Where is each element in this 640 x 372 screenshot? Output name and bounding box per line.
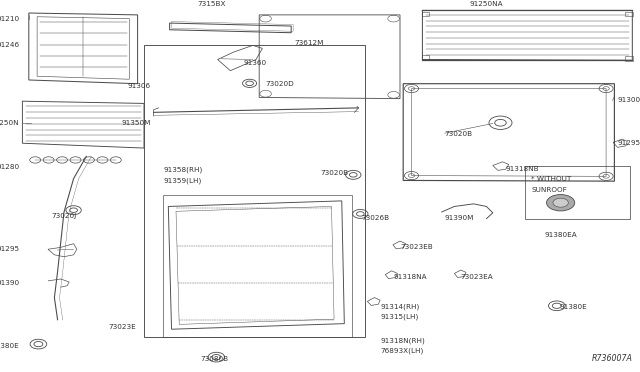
Bar — [422, 55, 429, 60]
Bar — [625, 56, 633, 61]
Text: 91250N: 91250N — [0, 120, 19, 126]
Text: 91380EA: 91380EA — [544, 232, 577, 238]
Bar — [144, 45, 365, 337]
Text: 91306: 91306 — [127, 83, 150, 89]
Text: 73023E: 73023E — [109, 324, 136, 330]
Text: 91390: 91390 — [0, 280, 19, 286]
Text: 73020B: 73020B — [321, 170, 349, 176]
Text: R736007A: R736007A — [591, 354, 632, 363]
Text: SUNROOF: SUNROOF — [531, 187, 567, 193]
Text: 73026B: 73026B — [362, 215, 390, 221]
Text: 91350M: 91350M — [121, 120, 150, 126]
Text: 91314(RH): 91314(RH) — [381, 304, 420, 310]
Bar — [422, 12, 429, 16]
Text: * WITHOUT: * WITHOUT — [531, 176, 572, 182]
Text: 91318N(RH): 91318N(RH) — [381, 337, 426, 344]
Text: 91318NA: 91318NA — [394, 274, 428, 280]
Text: 91380E: 91380E — [560, 304, 588, 310]
Text: 91246: 91246 — [0, 42, 19, 48]
Text: 73080B: 73080B — [200, 356, 228, 362]
Text: 91315(LH): 91315(LH) — [381, 314, 419, 320]
Text: 73023EA: 73023EA — [461, 274, 493, 280]
Text: 91390M: 91390M — [445, 215, 474, 221]
Text: 91358(RH): 91358(RH) — [163, 166, 202, 173]
Text: 91359(LH): 91359(LH) — [163, 177, 202, 184]
Bar — [625, 12, 633, 16]
Circle shape — [553, 198, 568, 207]
Text: 91280: 91280 — [0, 164, 19, 170]
Text: 91318NB: 91318NB — [506, 166, 540, 172]
Bar — [525, 166, 630, 219]
Text: 7315BX: 7315BX — [197, 1, 225, 7]
Text: 91380E: 91380E — [0, 343, 19, 349]
Text: 73020J: 73020J — [51, 213, 76, 219]
Text: 91295+A: 91295+A — [618, 140, 640, 146]
Text: 73020D: 73020D — [266, 81, 294, 87]
Text: 91210: 91210 — [0, 16, 19, 22]
Text: 91295: 91295 — [0, 246, 19, 252]
Bar — [163, 195, 352, 337]
Text: 91360: 91360 — [243, 60, 266, 66]
Text: 91300: 91300 — [618, 97, 640, 103]
Text: 91250NA: 91250NA — [470, 1, 503, 7]
Circle shape — [547, 195, 575, 211]
Text: 73612M: 73612M — [294, 40, 324, 46]
Text: 76893X(LH): 76893X(LH) — [381, 347, 424, 354]
Text: 73020B: 73020B — [445, 131, 473, 137]
Text: 73023EB: 73023EB — [400, 244, 433, 250]
